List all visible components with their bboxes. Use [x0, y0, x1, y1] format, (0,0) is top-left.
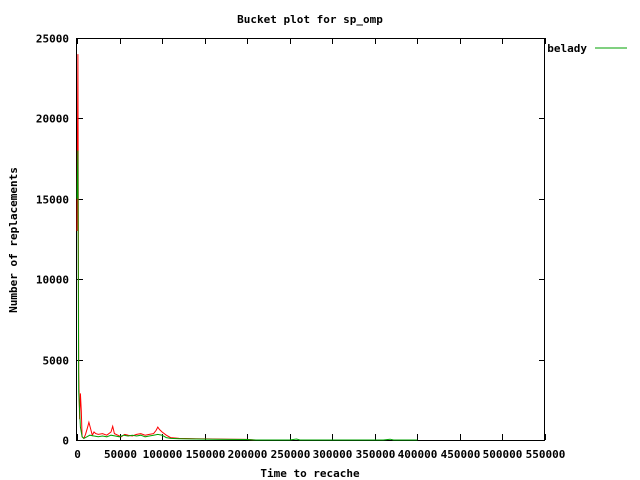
- x-tick-label: 300000: [313, 448, 353, 461]
- x-tick-label: 500000: [483, 448, 523, 461]
- x-tick-label: 100000: [143, 448, 183, 461]
- y-tick-label: 0: [62, 435, 69, 448]
- series-layer: [76, 54, 418, 441]
- y-tick-label: 10000: [36, 274, 69, 287]
- x-tick-label: 250000: [271, 448, 311, 461]
- x-tick-label: 350000: [356, 448, 396, 461]
- x-axis: 0 50000 100000 150000 200000 250000 300000 3500…: [74, 38, 565, 461]
- x-tick-label: 0: [74, 448, 81, 461]
- x-tick-label: 400000: [398, 448, 438, 461]
- legend-label: belady: [547, 42, 587, 55]
- x-tick-label: 50000: [104, 448, 137, 461]
- x-axis-label: Time to recache: [260, 467, 360, 480]
- y-tick-label: 20000: [36, 113, 69, 126]
- series-line-1: [76, 150, 418, 441]
- y-tick-label: 5000: [43, 355, 70, 368]
- x-tick-label: 450000: [441, 448, 481, 461]
- x-tick-label: 550000: [526, 448, 566, 461]
- y-axis-label: Number of replacements: [7, 167, 20, 313]
- series-line-0: [76, 54, 256, 441]
- y-tick-label: 25000: [36, 33, 69, 46]
- y-tick-label: 15000: [36, 194, 69, 207]
- legend: belady: [547, 42, 627, 55]
- x-tick-label: 200000: [228, 448, 268, 461]
- plot-frame: [76, 38, 545, 441]
- chart-title: Bucket plot for sp_omp: [237, 13, 383, 26]
- y-axis: 0 5000 10000 15000 20000 25000: [36, 33, 545, 448]
- x-tick-label: 150000: [186, 448, 226, 461]
